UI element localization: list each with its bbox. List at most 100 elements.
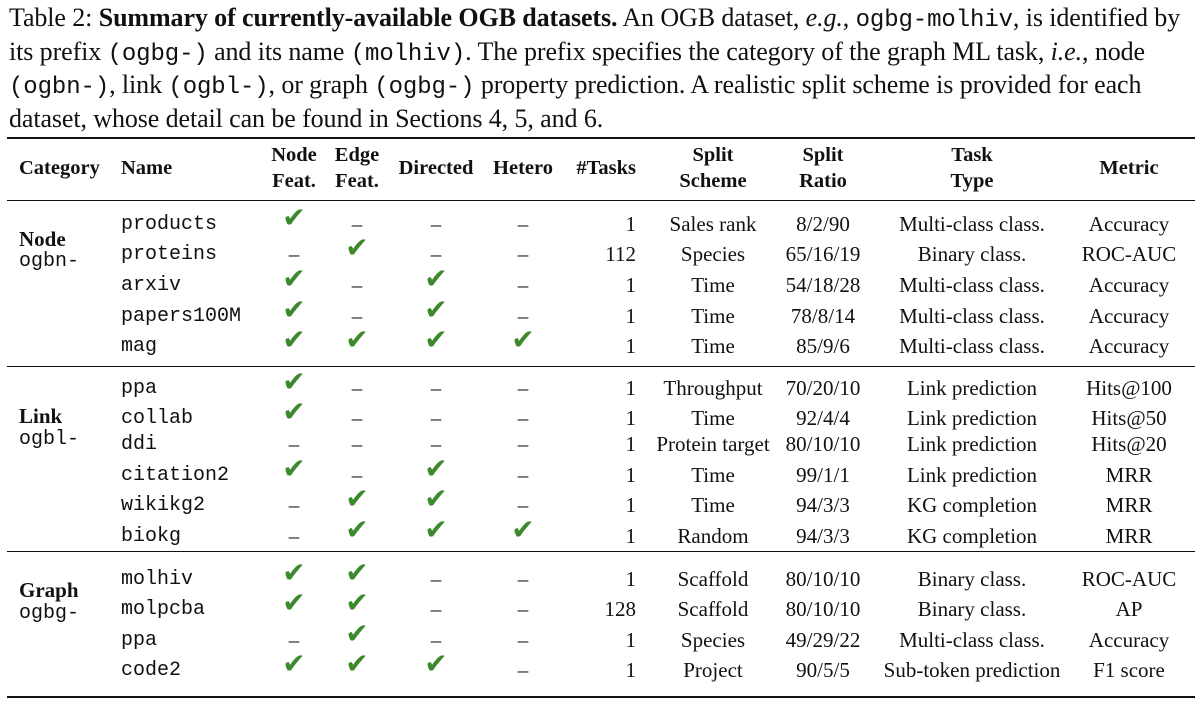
task-type: Multi-class class. [899,304,1045,328]
caption-code: (ogbg-) [107,40,208,68]
caption-label: Table 2: [9,3,93,32]
dash-mark: – [430,212,442,236]
dash-mark: – [517,273,529,297]
split-ratio: 54/18/28 [785,273,861,297]
caption-text: , [842,3,850,32]
check-icon: ✔ [282,452,306,485]
split-ratio: 80/10/10 [785,597,861,621]
split-scheme: Time [691,463,735,487]
dataset-name: molhiv [121,568,194,591]
table-rule [7,696,1195,698]
check-icon: ✔ [345,586,369,619]
table-rule [7,366,1195,367]
check-icon: ✔ [282,365,306,398]
dataset-name: biokg [121,525,182,548]
dash-mark: – [288,432,300,456]
dataset-name: wikikg2 [121,494,206,517]
dash-mark: – [430,242,442,266]
metric: Hits@50 [1091,406,1167,430]
check-icon: ✔ [345,647,369,680]
dataset-name: ppa [121,629,158,652]
check-icon: ✔ [345,617,369,650]
metric: ROC-AUC [1081,242,1177,266]
dash-mark: – [430,597,442,621]
num-tasks: 128 [604,597,637,621]
dash-mark: – [517,567,529,591]
check-icon: ✔ [282,293,306,326]
num-tasks: 112 [605,242,636,266]
dash-mark: – [351,212,363,236]
dash-mark: – [430,376,442,400]
dataset-name: proteins [121,243,218,266]
caption-text: property prediction. A realistic split s… [9,70,1142,133]
num-tasks: 1 [625,376,637,400]
category-label: Graph [19,578,79,602]
caption-code: (ogbl-) [168,74,269,101]
metric: MRR [1105,463,1153,487]
check-icon: ✔ [511,513,535,546]
task-type: Binary class. [917,242,1027,266]
check-icon: ✔ [282,647,306,680]
header-metric: Metric [1099,157,1159,179]
check-icon: ✔ [424,452,448,485]
dataset-name: molpcba [121,598,206,621]
dash-mark: – [517,493,529,517]
split-scheme: Scaffold [677,567,749,591]
caption-eg: e.g. [805,3,843,32]
check-icon: ✔ [345,323,369,356]
table-caption: Table 2: Summary of currently-available … [9,3,1195,134]
check-icon: ✔ [424,513,448,546]
dash-mark: – [430,628,442,652]
check-icon: ✔ [345,513,369,546]
caption-text: An OGB dataset, [622,3,800,32]
dash-mark: – [517,658,529,682]
check-icon: ✔ [424,293,448,326]
category-label: Link [19,404,63,428]
dataset-name: collab [121,407,194,430]
dash-mark: – [517,597,529,621]
task-type: Binary class. [917,567,1027,591]
split-ratio: 85/9/6 [796,334,850,358]
split-scheme: Random [677,524,749,548]
metric: Accuracy [1088,212,1170,236]
split-ratio: 65/16/19 [785,242,861,266]
num-tasks: 1 [625,334,637,358]
task-type: Multi-class class. [899,628,1045,652]
header-node_feat: Feat. [272,170,316,192]
task-type: KG completion [906,524,1038,548]
dash-mark: – [288,628,300,652]
split-ratio: 49/29/22 [785,628,861,652]
dash-mark: – [430,406,442,430]
caption-code: (ogbg-) [374,74,475,101]
split-scheme: Species [680,628,746,652]
caption-text: , node [1082,36,1145,66]
task-type: Multi-class class. [899,334,1045,358]
dash-mark: – [517,432,529,456]
check-icon: ✔ [282,586,306,619]
split-ratio: 78/8/14 [790,304,856,328]
dataset-name: mag [121,335,158,358]
caption-text: . The prefix specifies the category of t… [465,36,1045,66]
dash-mark: – [517,628,529,652]
split-ratio: 80/10/10 [785,567,861,591]
header-task_type: Type [950,170,994,192]
dataset-name: arxiv [121,274,182,297]
num-tasks: 1 [625,406,637,430]
header-edge_feat: Edge [334,144,380,166]
header-directed: Directed [398,157,474,179]
check-icon: ✔ [424,323,448,356]
task-type: Link prediction [906,463,1038,487]
caption-code: (ogbn-) [9,74,110,101]
split-scheme: Scaffold [677,597,749,621]
header-split_ratio: Ratio [799,170,847,192]
num-tasks: 1 [625,432,637,456]
dash-mark: – [351,432,363,456]
header-edge_feat: Feat. [335,170,379,192]
num-tasks: 1 [625,463,637,487]
split-scheme: Time [691,493,735,517]
metric: Accuracy [1088,273,1170,297]
dash-mark: – [517,463,529,487]
split-ratio: 8/2/90 [796,212,850,236]
table-rule [7,137,1195,139]
dash-mark: – [517,242,529,266]
